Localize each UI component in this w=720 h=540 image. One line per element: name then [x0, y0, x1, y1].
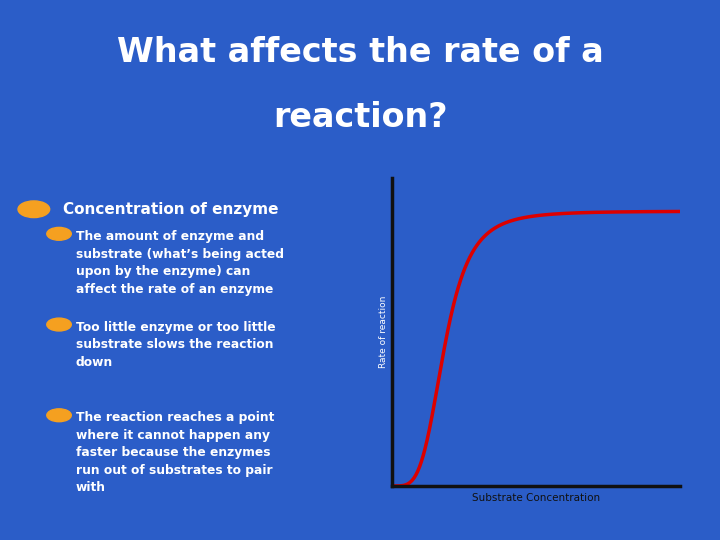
Text: reaction?: reaction? [273, 100, 447, 133]
Circle shape [47, 318, 71, 331]
Circle shape [18, 201, 50, 218]
Text: Too little enzyme or too little
substrate slows the reaction
down: Too little enzyme or too little substrat… [76, 321, 275, 369]
Y-axis label: Rate of reaction: Rate of reaction [379, 296, 388, 368]
Circle shape [47, 409, 71, 422]
Text: The reaction reaches a point
where it cannot happen any
faster because the enzym: The reaction reaches a point where it ca… [76, 411, 274, 495]
Text: The amount of enzyme and
substrate (what’s being acted
upon by the enzyme) can
a: The amount of enzyme and substrate (what… [76, 230, 284, 295]
X-axis label: Substrate Concentration: Substrate Concentration [472, 493, 600, 503]
Text: Concentration of enzyme: Concentration of enzyme [63, 202, 278, 217]
Circle shape [47, 227, 71, 240]
Text: What affects the rate of a: What affects the rate of a [117, 36, 603, 69]
